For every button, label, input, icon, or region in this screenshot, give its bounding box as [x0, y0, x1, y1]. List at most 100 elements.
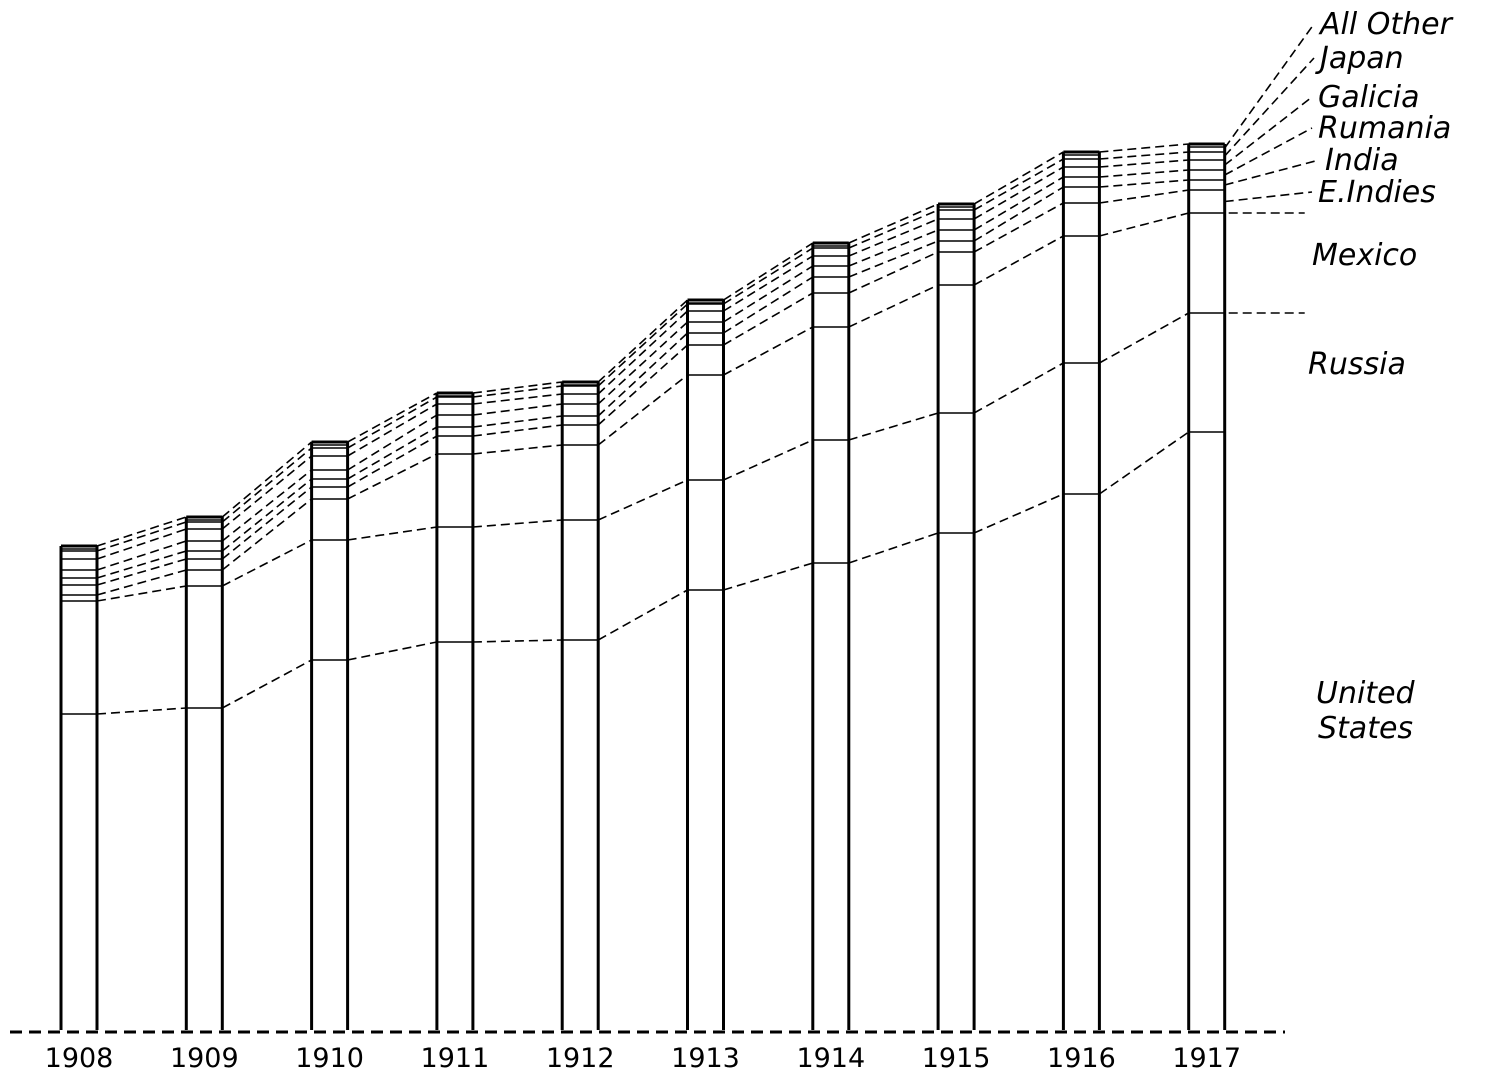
connector-galicia-1909-1910	[221, 455, 313, 530]
bar-body-1917	[1188, 144, 1225, 1030]
legend-entry-e-indies: E.Indies	[1224, 175, 1436, 210]
x-tick-label-1914: 1914	[796, 1043, 865, 1074]
legend-entry-india: India	[1224, 143, 1399, 186]
x-tick-label-1910: 1910	[295, 1043, 364, 1074]
connector-russia-1915-1916	[973, 362, 1064, 414]
connector-galicia-1910-1911	[347, 403, 438, 457]
connector-india-1909-1910	[221, 478, 313, 552]
legend-label-states: States	[1318, 711, 1413, 746]
connector-japan-1916-1917	[1099, 151, 1189, 160]
connector-japan-1913-1914	[723, 247, 814, 305]
connector-galicia-1913-1914	[723, 255, 814, 312]
legend-entry-rumania: Rumania	[1224, 111, 1451, 176]
legend-label-rumania: Rumania	[1318, 111, 1451, 146]
connector-india-1911-1912	[472, 415, 563, 428]
connector-russia-1916-1917	[1099, 312, 1190, 364]
connector-russia-1914-1915	[848, 412, 939, 441]
legend-label-united: United	[1316, 676, 1416, 711]
connector-rumania-1915-1916	[973, 176, 1064, 231]
bar-1913	[686, 298, 725, 1030]
legend-label-russia: Russia	[1308, 347, 1406, 382]
connector-rumania-1908-1909	[96, 540, 187, 571]
connector-galicia-1914-1915	[848, 218, 939, 257]
connector-e-indies-1915-1916	[973, 202, 1064, 253]
legend-label-all-other: All Other	[1318, 7, 1454, 42]
bar-1914	[811, 241, 851, 1030]
connector-e-indies-1909-1910	[221, 486, 313, 560]
legend-leader-india	[1224, 159, 1320, 186]
connector-galicia-1911-1912	[472, 393, 563, 405]
connector-rumania-1912-1913	[597, 321, 689, 405]
connector-all-other-1915-1916	[973, 151, 1064, 205]
legend-label-e-indies: E.Indies	[1318, 175, 1436, 210]
connector-russia-1908-1909	[96, 585, 187, 602]
connector-india-1913-1914	[723, 276, 814, 334]
x-tick-label-1916: 1916	[1047, 1043, 1116, 1074]
connector-mexico-1909-1910	[221, 498, 313, 571]
connector-galicia-1915-1916	[973, 166, 1064, 220]
legend-leader-rumania	[1224, 127, 1313, 176]
connector-all-other-1916-1917	[1099, 143, 1189, 153]
connector-rumania-1911-1912	[472, 403, 563, 416]
connector-all-other-1911-1912	[472, 381, 563, 394]
legend-entry-all-other: All Other	[1224, 7, 1454, 149]
legend-label-mexico: Mexico	[1312, 238, 1417, 273]
connector-india-1910-1911	[347, 426, 438, 480]
x-tick-label-1915: 1915	[922, 1043, 991, 1074]
connector-mexico-1913-1914	[723, 326, 814, 376]
connector-all-other-1909-1910	[221, 441, 313, 518]
x-tick-label-1908: 1908	[45, 1043, 114, 1074]
connector-mexico-1910-1911	[347, 453, 438, 500]
connector-united-states-1915-1916	[973, 493, 1064, 534]
connector-united-states-1910-1911	[347, 641, 438, 661]
connector-united-states-1914-1915	[848, 532, 939, 564]
connector-united-states-1912-1913	[597, 589, 688, 641]
connector-japan-1910-1911	[347, 396, 438, 449]
connector-rumania-1909-1910	[221, 469, 313, 542]
connector-india-1915-1916	[973, 186, 1064, 242]
connector-mexico-1914-1915	[848, 284, 939, 328]
legend-leader-japan	[1224, 57, 1315, 157]
connector-all-other-1912-1913	[597, 299, 689, 383]
connector-japan-1914-1915	[848, 209, 939, 249]
bar-body-1910	[311, 442, 348, 1030]
bar-1916	[1061, 150, 1101, 1030]
legend-leader-all-other	[1224, 23, 1315, 149]
connector-mexico-1916-1917	[1099, 212, 1189, 237]
bar-body-1914	[812, 243, 849, 1030]
connector-all-other-1914-1915	[848, 203, 939, 244]
connector-japan-1912-1913	[597, 303, 689, 387]
connector-russia-1911-1912	[472, 519, 563, 528]
connector-all-other-1910-1911	[347, 392, 438, 443]
bar-1910	[310, 440, 350, 1030]
connector-united-states-1908-1909	[96, 707, 187, 715]
connector-mexico-1912-1913	[597, 374, 688, 446]
connector-united-states-1916-1917	[1098, 431, 1190, 495]
bar-body-1915	[938, 204, 975, 1030]
connector-all-other-1913-1914	[723, 242, 814, 301]
connector-e-indies-1913-1914	[723, 292, 814, 346]
bar-1911	[435, 391, 475, 1030]
connector-rumania-1914-1915	[848, 229, 939, 267]
bar-1909	[184, 515, 224, 1030]
connector-united-states-1909-1910	[221, 659, 312, 709]
series-connectors	[96, 143, 1190, 715]
connector-india-1916-1917	[1099, 179, 1189, 188]
connector-japan-1908-1909	[96, 521, 187, 552]
connector-all-other-1908-1909	[96, 516, 187, 547]
connector-mexico-1908-1909	[96, 569, 187, 596]
connector-japan-1915-1916	[973, 158, 1064, 211]
connector-rumania-1910-1911	[347, 414, 438, 471]
legend-entry-russia: Russia	[1228, 312, 1406, 382]
x-tick-label-1913: 1913	[671, 1043, 740, 1074]
connector-russia-1910-1911	[347, 526, 438, 541]
bar-body-1916	[1063, 152, 1100, 1030]
connector-united-states-1911-1912	[472, 639, 563, 643]
bar-body-1912	[562, 382, 599, 1030]
connector-e-indies-1914-1915	[848, 251, 939, 294]
bar-1912	[560, 380, 600, 1030]
connector-e-indies-1916-1917	[1099, 189, 1189, 204]
